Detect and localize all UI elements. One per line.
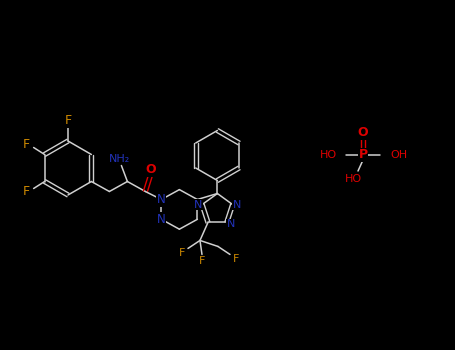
Text: N: N	[227, 219, 235, 230]
Text: HO: HO	[344, 174, 362, 184]
Text: F: F	[23, 138, 30, 151]
Text: F: F	[23, 185, 30, 198]
Text: F: F	[65, 114, 71, 127]
Text: O: O	[145, 163, 156, 176]
Text: N: N	[157, 213, 166, 226]
Text: NH₂: NH₂	[109, 154, 130, 163]
Text: P: P	[359, 148, 368, 161]
Text: F: F	[179, 248, 185, 258]
Text: N: N	[157, 193, 166, 206]
Text: N: N	[233, 199, 241, 210]
Text: HO: HO	[320, 150, 337, 160]
Text: O: O	[358, 126, 368, 140]
Text: F: F	[233, 254, 239, 265]
Text: F: F	[199, 257, 205, 266]
Text: N: N	[194, 199, 202, 210]
Text: OH: OH	[390, 150, 407, 160]
